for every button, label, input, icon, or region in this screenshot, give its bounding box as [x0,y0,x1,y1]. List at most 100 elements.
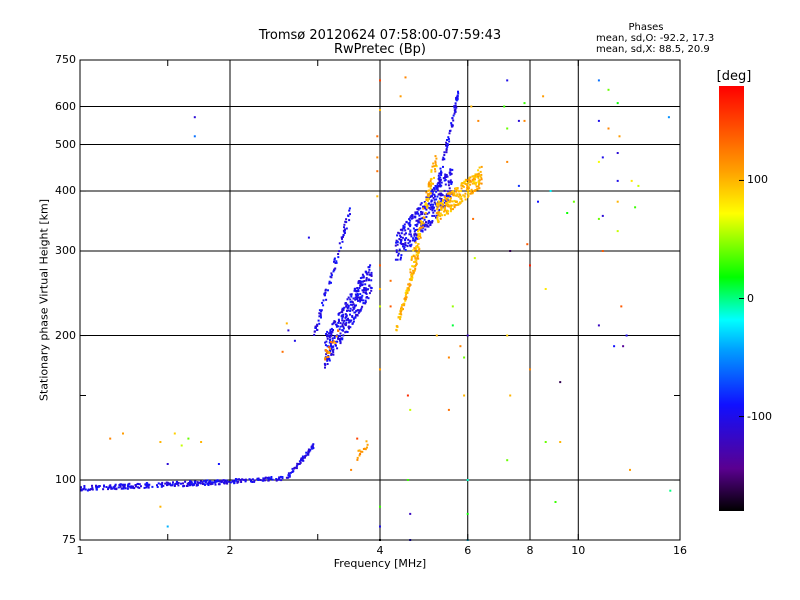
data-point [435,198,438,201]
data-point [227,480,230,483]
data-point [318,309,321,312]
data-point [281,476,284,478]
data-point [597,324,600,327]
data-point [428,181,431,184]
data-point [161,483,163,486]
data-point [298,460,301,463]
data-point [311,444,314,447]
data-point [509,250,512,252]
data-point [225,480,228,483]
data-point [207,483,210,486]
data-point [456,95,459,97]
data-point [253,479,256,482]
data-point [445,200,448,203]
data-point [439,212,442,215]
data-point [160,485,163,488]
data-point [417,251,420,254]
data-point [162,484,165,487]
data-point [362,291,365,294]
data-point [266,476,269,479]
data-point [432,211,435,214]
data-point [413,234,416,237]
data-point [448,187,451,190]
data-point [353,306,356,309]
data-point [404,241,407,244]
data-point [440,170,442,173]
data-point [424,228,427,231]
data-point [301,455,304,458]
data-point [330,334,333,337]
data-point [406,394,409,397]
data-point [302,459,305,462]
data-point [410,257,413,260]
data-point [436,183,439,186]
data-point [440,174,443,176]
data-point [506,459,509,462]
data-point [333,258,336,261]
data-point [409,239,412,242]
data-point [429,208,432,211]
data-point [349,319,352,322]
data-point [365,272,368,275]
data-point [337,329,339,332]
data-point [134,484,137,486]
data-point [616,179,619,182]
data-point [327,289,329,292]
data-point [435,157,438,160]
data-point [413,239,416,242]
data-point [437,189,439,192]
axis-tick-marks [79,59,681,541]
data-point [348,207,351,210]
y-axis-label: Stationary phase Virtual Height [km] [37,198,51,402]
data-point [463,356,466,359]
y-tick-label: 600 [55,99,76,113]
data-point [203,479,206,482]
data-point [414,241,417,244]
data-point [326,330,329,333]
data-point [349,301,352,303]
data-point [433,187,435,190]
data-point [368,284,371,287]
data-point [389,305,392,308]
data-point [405,220,408,223]
data-point [346,298,349,301]
data-point [251,481,254,483]
data-point [423,225,426,228]
data-point [176,480,178,483]
data-point [398,232,401,235]
data-point [355,304,357,307]
data-point [338,250,341,253]
data-point [368,268,371,271]
data-point [300,457,303,460]
data-point [459,194,462,197]
data-point [361,289,364,292]
data-point [361,294,364,297]
data-point [244,480,247,483]
data-point [415,246,418,249]
data-point [404,244,407,247]
data-point [316,329,319,331]
data-point [667,116,670,119]
data-point [466,334,469,337]
data-point [470,190,473,193]
data-point [439,172,442,175]
data-point [445,151,448,154]
data-point [464,198,467,201]
data-point [669,489,672,492]
data-point [445,144,447,147]
data-point [287,472,290,475]
data-point [406,292,409,294]
data-point [362,299,365,302]
data-point [426,205,429,208]
data-point [462,185,465,188]
data-point [503,105,506,108]
data-point [419,235,421,238]
data-point [159,441,162,443]
data-point [509,394,512,397]
data-point [357,299,359,302]
data-point [406,245,409,248]
data-point [402,245,405,248]
data-point [296,462,299,465]
data-point [449,181,452,184]
